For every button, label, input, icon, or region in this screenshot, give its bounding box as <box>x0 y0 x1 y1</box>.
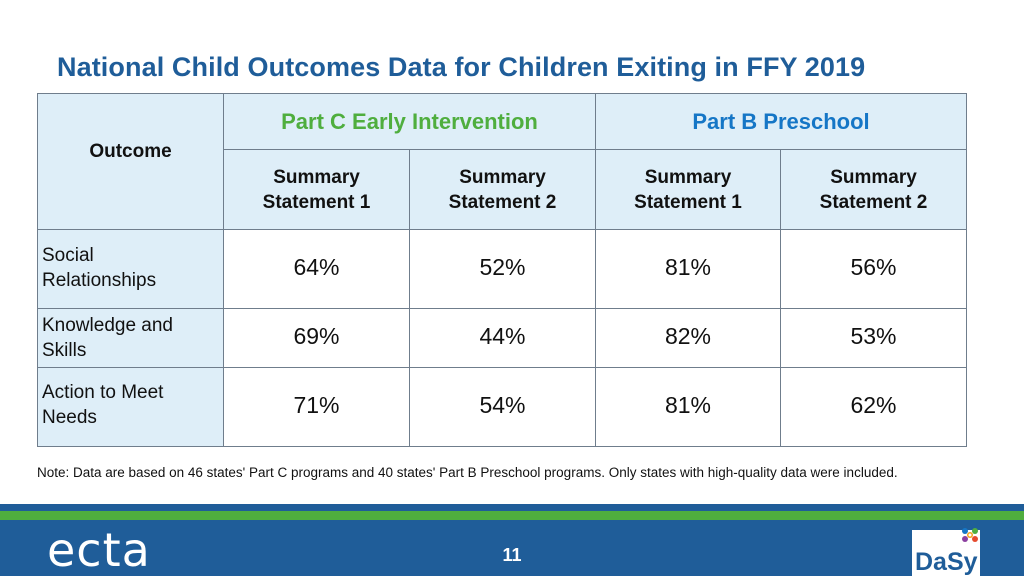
value-cell: 52% <box>409 229 596 309</box>
value-cell: 69% <box>223 308 410 368</box>
footer-stripe-blue <box>0 504 1024 511</box>
row-label-knowledge-and-skills: Knowledge and Skills <box>37 308 224 368</box>
subheader-part-c-statement-2: Summary Statement 2 <box>409 149 596 230</box>
ecta-logo: ecta <box>47 523 151 577</box>
table-group-header-row: Outcome Part C Early Intervention Part B… <box>37 93 967 230</box>
value-cell: 44% <box>409 308 596 368</box>
row-label-social-relationships: Social Relationships <box>37 229 224 309</box>
outcome-header-cell: Outcome <box>37 93 224 230</box>
part-b-header: Part B Preschool <box>595 93 967 150</box>
value-cell: 81% <box>595 367 781 447</box>
dasy-flower-icon <box>962 528 978 542</box>
value-cell: 56% <box>780 229 967 309</box>
subheader-part-b-statement-1: Summary Statement 1 <box>595 149 781 230</box>
footnote: Note: Data are based on 46 states' Part … <box>37 465 898 480</box>
table-row: Knowledge and Skills 69% 44% 82% 53% <box>37 308 967 368</box>
dasy-logo: DaSy <box>912 528 980 576</box>
row-label-action-to-meet-needs: Action to Meet Needs <box>37 367 224 447</box>
value-cell: 64% <box>223 229 410 309</box>
subheader-part-b-statement-2: Summary Statement 2 <box>780 149 967 230</box>
page-title: National Child Outcomes Data for Childre… <box>57 52 866 82</box>
value-cell: 71% <box>223 367 410 447</box>
page-number: 11 <box>502 545 522 565</box>
subheader-part-c-statement-1: Summary Statement 1 <box>223 149 410 230</box>
part-c-header: Part C Early Intervention <box>223 93 596 150</box>
value-cell: 54% <box>409 367 596 447</box>
footer-stripe-green <box>0 511 1024 520</box>
value-cell: 82% <box>595 308 781 368</box>
dasy-logo-text: DaSy <box>915 548 978 576</box>
value-cell: 62% <box>780 367 967 447</box>
value-cell: 81% <box>595 229 781 309</box>
footer-bar <box>0 520 1024 576</box>
table-subheader-row: Summary Statement 1 Summary Statement 2 … <box>38 149 967 230</box>
outcome-header: Outcome <box>89 140 172 162</box>
outcomes-table: Outcome Part C Early Intervention Part B… <box>37 93 967 447</box>
table-row: Social Relationships 64% 52% 81% 56% <box>37 229 967 309</box>
table-row: Action to Meet Needs 71% 54% 81% 62% <box>37 367 967 447</box>
value-cell: 53% <box>780 308 967 368</box>
